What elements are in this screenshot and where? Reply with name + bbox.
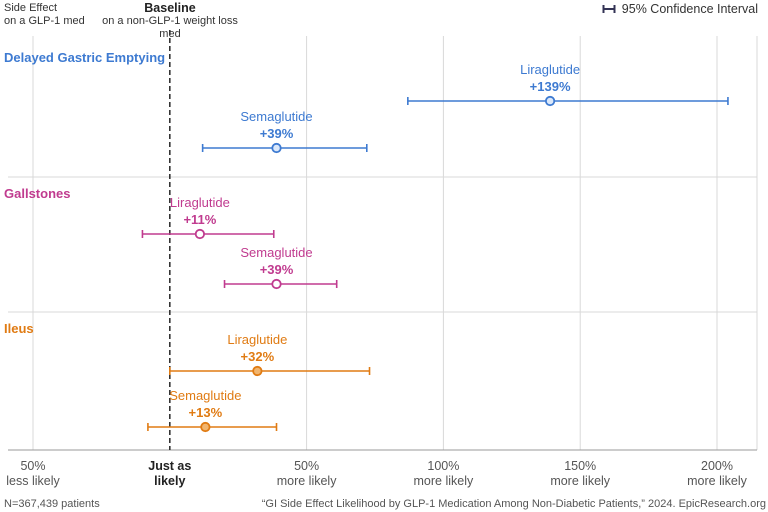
legend: 95% Confidence Interval [602, 2, 758, 16]
point-estimate [271, 142, 282, 154]
drug-label: Liraglutide [520, 62, 580, 77]
baseline-title: Baseline [144, 1, 196, 15]
tick-label-sub: more likely [550, 474, 610, 488]
effect-label: +13% [189, 405, 223, 420]
baseline-subtitle: on a non-GLP-1 weight loss med [102, 15, 238, 40]
baseline-header: Baseline on a non-GLP-1 weight loss med [100, 2, 240, 41]
effect-label: +39% [260, 126, 294, 141]
tick-label-sub: more likely [414, 474, 474, 488]
tick-label-sub: more likely [687, 474, 747, 488]
tick-label: 50% [20, 459, 45, 473]
tick-label: 200% [701, 459, 733, 473]
source-citation: “GI Side Effect Likelihood by GLP-1 Medi… [261, 498, 766, 510]
point-estimate [194, 228, 205, 240]
group-title: Ileus [4, 321, 34, 336]
drug-label: Liraglutide [227, 332, 287, 347]
point-estimate [271, 278, 282, 290]
effect-label: +32% [241, 349, 275, 364]
side-effect-line1: Side Effect [4, 2, 57, 14]
confidence-interval-icon [602, 5, 616, 13]
legend-label: 95% Confidence Interval [621, 2, 758, 16]
tick-label: 150% [564, 459, 596, 473]
group-title: Delayed Gastric Emptying [4, 50, 165, 65]
effect-label: +11% [183, 212, 216, 227]
effect-label: +139% [530, 79, 571, 94]
drug-label: Semaglutide [240, 245, 312, 260]
tick-label-sub: less likely [6, 474, 60, 488]
tick-label: 50% [294, 459, 319, 473]
side-effect-line2: on a GLP-1 med [4, 15, 85, 27]
point-estimate [545, 95, 556, 107]
tick-label: Just as [148, 459, 191, 473]
effect-label: +39% [260, 262, 294, 277]
group-title: Gallstones [4, 186, 70, 201]
point-estimate [252, 365, 263, 377]
tick-label-sub: likely [154, 474, 185, 488]
sample-size-note: N=367,439 patients [4, 498, 100, 510]
side-effect-header: Side Effect on a GLP-1 med [4, 2, 85, 28]
point-estimate [200, 421, 211, 433]
drug-label: Liraglutide [170, 195, 230, 210]
drug-label: Semaglutide [169, 388, 241, 403]
drug-label: Semaglutide [240, 109, 312, 124]
tick-label-sub: more likely [277, 474, 337, 488]
tick-label: 100% [427, 459, 459, 473]
